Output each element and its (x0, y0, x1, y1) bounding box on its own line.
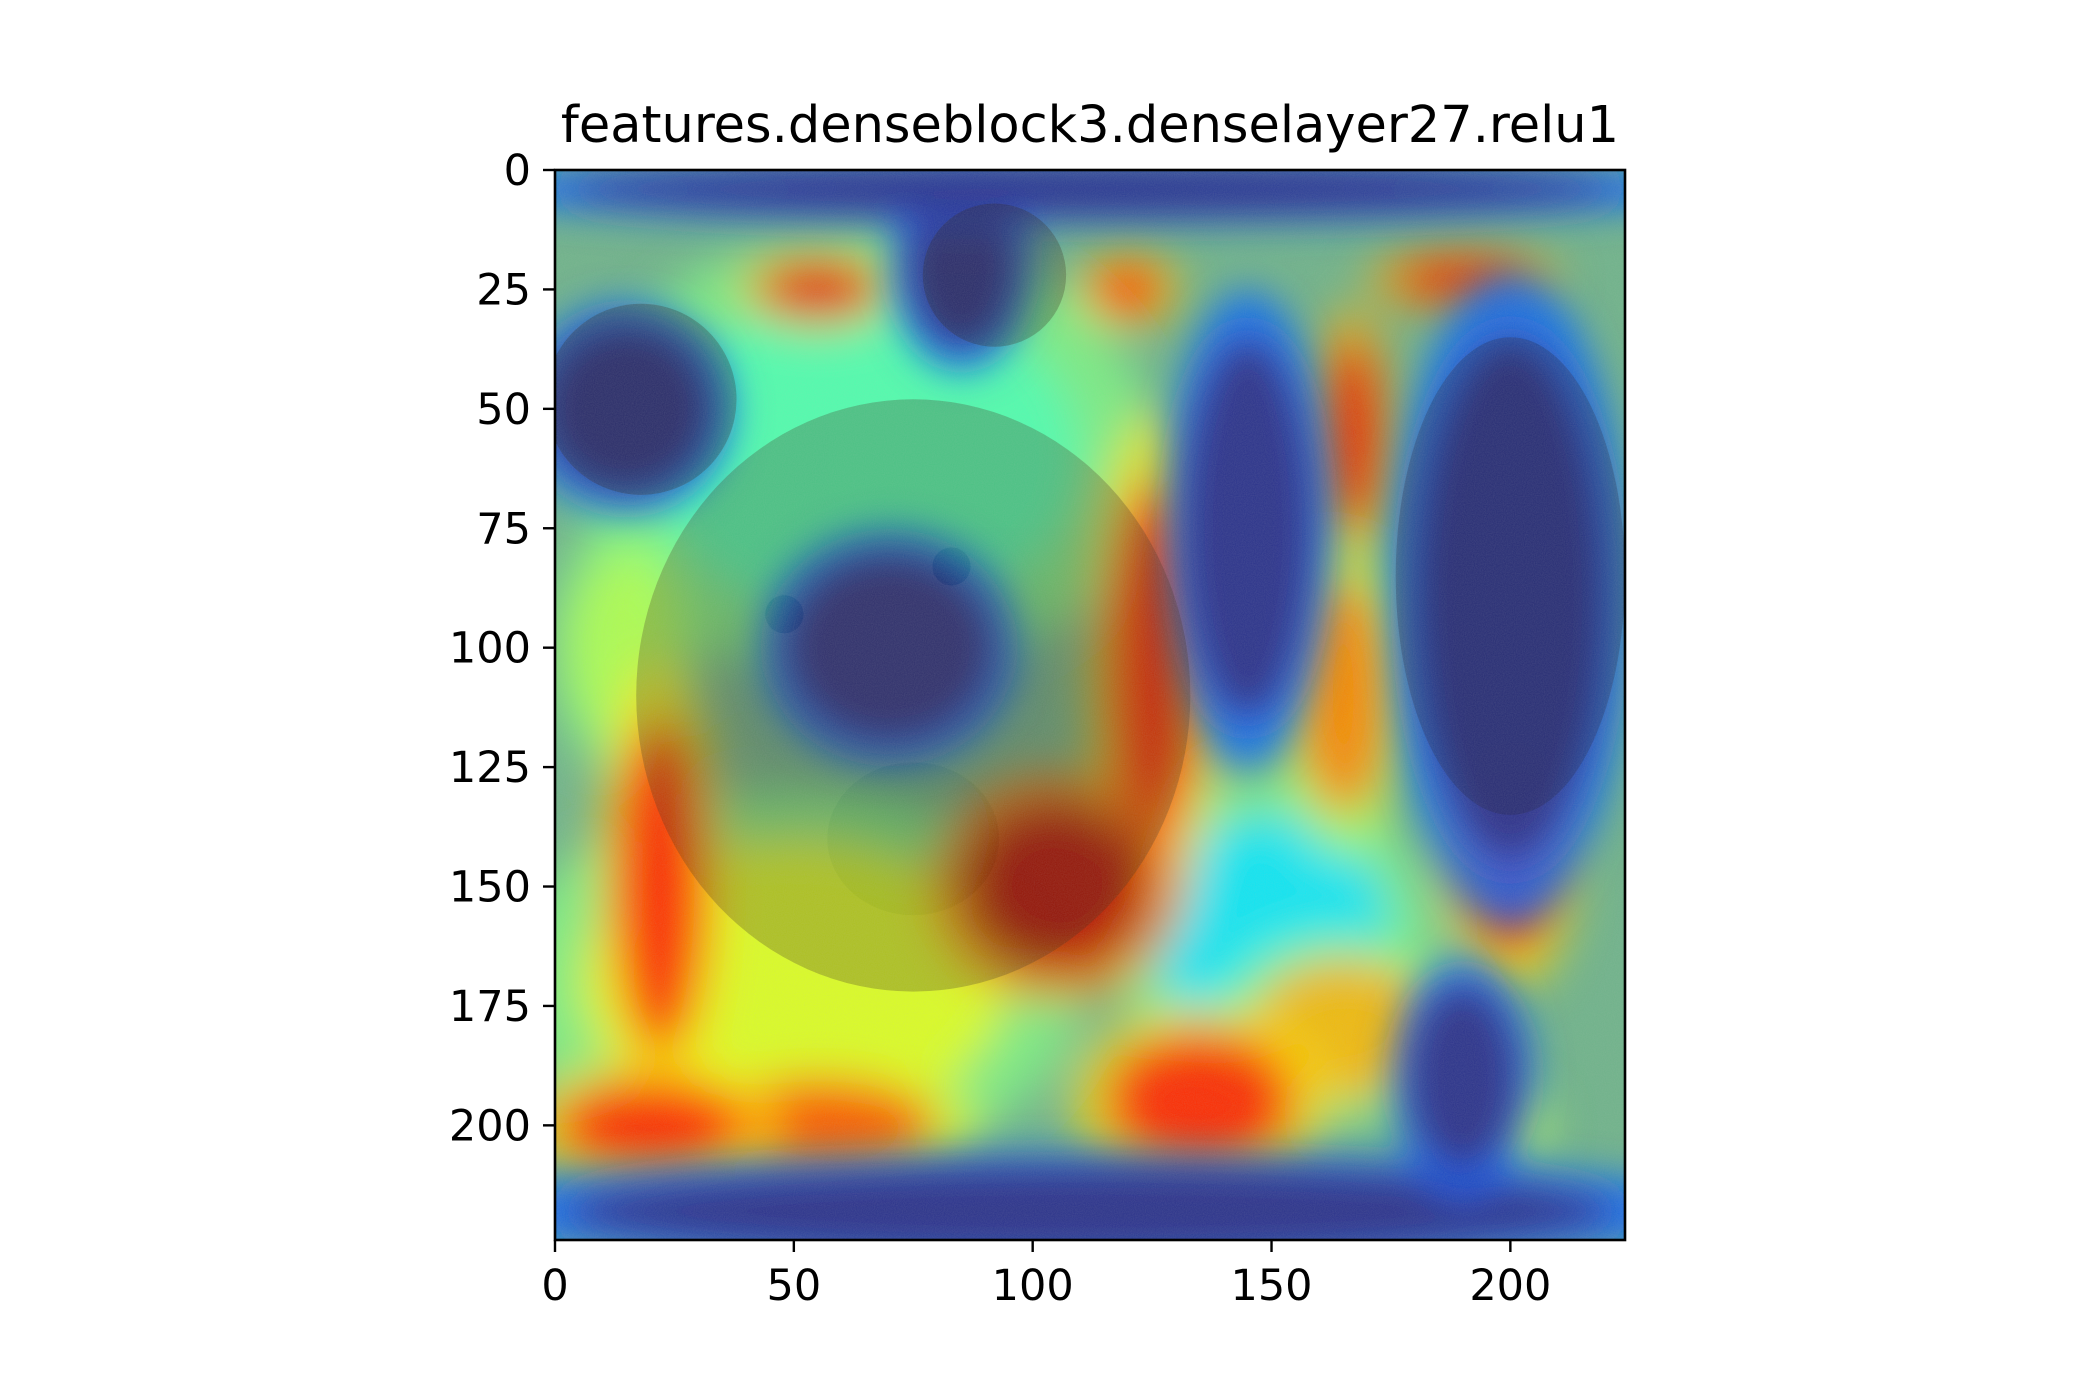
x-tick-label: 100 (992, 1261, 1074, 1311)
x-tick-label: 0 (541, 1261, 568, 1311)
x-tick-label: 200 (1469, 1261, 1551, 1311)
photo-grain (555, 170, 1625, 1240)
y-tick-label: 0 (504, 146, 531, 196)
y-tick-label: 175 (449, 982, 531, 1032)
x-tick-label: 50 (766, 1261, 821, 1311)
y-tick-label: 25 (476, 265, 531, 315)
y-tick-label: 125 (449, 743, 531, 793)
heatmap-plot-area (555, 170, 1625, 1240)
y-tick-label: 50 (476, 385, 531, 435)
x-axis: 0 50 100 150 200 (541, 1240, 1551, 1311)
y-tick-label: 150 (449, 863, 531, 913)
plot-frame (553, 168, 1627, 1242)
y-axis: 0 25 50 75 100 125 150 175 200 (449, 146, 555, 1151)
y-tick-label: 200 (449, 1101, 531, 1151)
x-tick-label: 150 (1230, 1261, 1312, 1311)
y-tick-label: 100 (449, 624, 531, 674)
chart-title: features.denseblock3.denselayer27.relu1 (561, 96, 1619, 155)
y-tick-label: 75 (476, 504, 531, 554)
